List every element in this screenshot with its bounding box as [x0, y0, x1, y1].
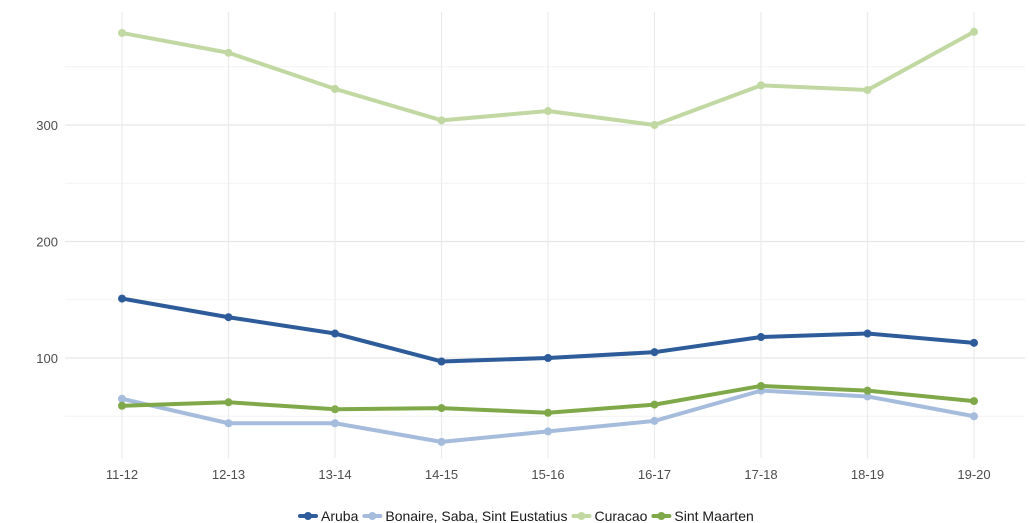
data-point — [331, 419, 339, 428]
data-point — [650, 121, 659, 129]
data-point — [437, 116, 446, 125]
chart-series — [118, 27, 978, 446]
data-point — [650, 400, 659, 409]
data-point — [970, 27, 978, 36]
data-point — [224, 48, 233, 57]
data-point — [863, 386, 872, 395]
legend-swatch-point — [304, 512, 312, 520]
y-axis: 100 200 300 — [36, 118, 58, 366]
data-point — [863, 86, 872, 95]
y-tick-label: 300 — [36, 118, 58, 133]
legend-item: Sint Maarten — [651, 508, 754, 523]
x-tick-label: 14-15 — [425, 467, 458, 482]
data-point — [118, 394, 126, 403]
data-point — [544, 354, 552, 362]
legend-label: Bonaire, Saba, Sint Eustatius — [385, 508, 567, 523]
series-sint-maarten — [118, 381, 978, 417]
data-point — [118, 28, 126, 37]
data-point — [331, 405, 339, 414]
x-axis: 11-12 12-13 13-14 14-15 15-16 16-17 17-18 18-19… — [106, 467, 991, 482]
x-tick-label: 12-13 — [212, 467, 245, 482]
data-point — [437, 404, 446, 413]
x-tick-label: 13-14 — [318, 467, 351, 482]
data-point — [118, 294, 126, 303]
x-tick-label: 18-19 — [851, 467, 884, 482]
y-tick-label: 200 — [36, 235, 58, 250]
series-curacao — [118, 27, 978, 129]
data-point — [757, 333, 765, 342]
chart-legend: Aruba Bonaire, Saba, Sint Eustatius Curaca… — [298, 508, 754, 523]
data-point — [437, 357, 446, 366]
data-point — [331, 84, 339, 93]
data-point — [118, 401, 126, 410]
legend-label: Sint Maarten — [674, 508, 753, 523]
data-point — [544, 408, 552, 417]
data-point — [331, 329, 339, 338]
data-point — [970, 412, 978, 421]
series-aruba — [118, 294, 978, 366]
data-point — [544, 427, 552, 436]
data-point — [863, 329, 872, 338]
legend-swatch-point — [657, 512, 666, 520]
data-point — [757, 81, 765, 90]
legend-swatch-point — [368, 512, 377, 520]
y-tick-label: 100 — [36, 351, 58, 366]
series-bonaire-saba-sint-eustatius — [118, 386, 978, 446]
x-tick-label: 19-20 — [957, 467, 990, 482]
data-point — [970, 338, 978, 347]
data-point — [437, 437, 446, 446]
legend-label: Aruba — [321, 508, 359, 523]
legend-swatch-point — [577, 512, 586, 520]
data-point — [224, 419, 233, 428]
data-point — [224, 398, 233, 407]
x-tick-label: 15-16 — [531, 467, 564, 482]
legend-item: Curacao — [571, 508, 648, 523]
legend-item: Aruba — [298, 508, 359, 523]
x-tick-label: 16-17 — [638, 467, 671, 482]
data-point — [863, 392, 872, 401]
data-point — [650, 348, 659, 357]
legend-item: Bonaire, Saba, Sint Eustatius — [362, 508, 567, 523]
legend-label: Curacao — [594, 508, 647, 523]
x-tick-label: 11-12 — [106, 467, 138, 482]
data-point — [224, 313, 233, 322]
x-tick-label: 17-18 — [744, 467, 777, 482]
data-point — [544, 107, 552, 116]
data-point — [650, 416, 659, 425]
data-point — [757, 381, 765, 390]
data-point — [970, 397, 978, 406]
